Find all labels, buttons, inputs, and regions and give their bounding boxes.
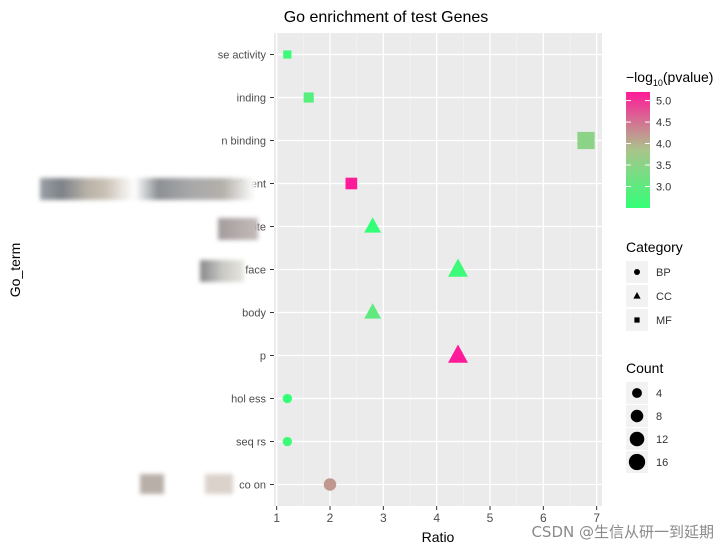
category-legend-symbol <box>633 292 641 299</box>
y-tick-label: inding <box>237 93 266 105</box>
size-legend-label: 8 <box>656 411 662 423</box>
size-legend-label: 16 <box>656 457 668 469</box>
data-point <box>345 177 358 190</box>
data-point <box>577 131 595 150</box>
category-legend-label: CC <box>656 291 672 303</box>
color-legend-label: 4.5 <box>656 117 671 129</box>
redacted-patch <box>218 218 258 240</box>
data-point <box>283 50 292 59</box>
color-legend-title: −log10(pvalue) <box>626 69 713 88</box>
category-legend-label: BP <box>656 267 671 279</box>
y-tick-label: seq rs <box>236 437 266 449</box>
category-legend-label: MF <box>656 315 672 327</box>
x-tick-label: 3 <box>380 511 387 525</box>
data-point <box>364 217 382 233</box>
size-legend-symbol <box>632 388 642 398</box>
data-point <box>323 478 337 491</box>
y-tick-label: co on <box>239 480 266 492</box>
y-axis-label: Go_term <box>7 243 23 297</box>
redacted-patch <box>205 474 233 494</box>
x-tick-label: 4 <box>433 511 440 525</box>
data-point <box>282 393 293 404</box>
color-legend-label: 4.0 <box>656 139 671 151</box>
size-legend-title: Count <box>626 360 663 376</box>
size-legend-label: 4 <box>656 388 662 400</box>
color-legend-label: 5.0 <box>656 96 671 108</box>
size-legend-label: 12 <box>656 434 668 446</box>
x-tick-label: 2 <box>327 511 334 525</box>
size-legend-symbol <box>628 453 646 471</box>
y-tick-label: n binding <box>221 136 266 148</box>
color-legend-bar <box>626 92 650 208</box>
data-point <box>448 344 468 363</box>
x-tick-label: 6 <box>540 511 547 525</box>
y-tick-label: body <box>242 308 266 320</box>
color-legend-label: 3.0 <box>656 182 671 194</box>
data-point <box>364 303 382 319</box>
category-legend-title: Category <box>626 239 683 255</box>
data-point <box>282 436 293 447</box>
redacted-patch <box>140 474 164 494</box>
y-tick-label: face <box>245 265 266 277</box>
x-tick-label: 5 <box>487 511 494 525</box>
x-tick-label: 7 <box>593 511 600 525</box>
category-legend-symbol <box>634 317 640 323</box>
y-tick-label: p <box>260 351 266 363</box>
data-point <box>303 92 314 103</box>
redacted-patch <box>200 260 244 282</box>
size-legend-symbol <box>629 431 645 447</box>
data-point <box>448 258 468 277</box>
y-tick-label: se activity <box>218 50 267 62</box>
redacted-patch <box>40 178 255 200</box>
chart-title: Go enrichment of test Genes <box>284 9 489 26</box>
x-tick-label: 1 <box>273 511 280 525</box>
color-legend-label: 3.5 <box>656 160 671 172</box>
y-tick-label: hol ess <box>231 394 266 406</box>
category-legend-symbol <box>634 269 640 275</box>
watermark: CSDN @生信从研一到延期 <box>531 523 714 541</box>
x-axis-label: Ratio <box>422 529 455 545</box>
size-legend-symbol <box>630 409 644 423</box>
